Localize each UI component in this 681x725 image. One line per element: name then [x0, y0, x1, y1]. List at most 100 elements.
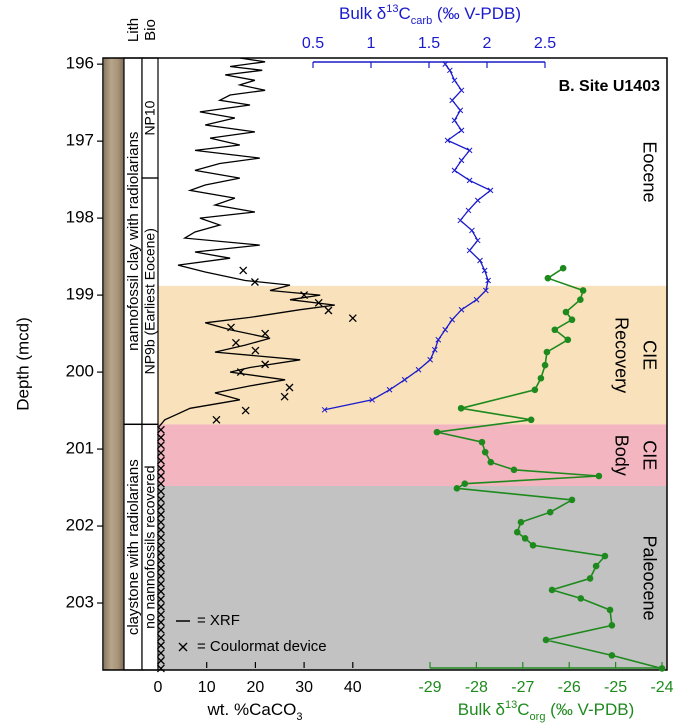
data-point	[466, 177, 473, 184]
x-tick-label: 30	[295, 679, 313, 696]
data-point	[261, 329, 270, 338]
data-point	[156, 556, 165, 565]
chart-title: B. Site U1403	[559, 78, 660, 95]
data-point	[369, 396, 376, 403]
data-point	[156, 472, 165, 480]
data-point	[156, 618, 165, 627]
data-point	[529, 541, 537, 549]
data-point	[562, 308, 570, 316]
data-point	[156, 602, 165, 611]
x-tick-label: 2	[483, 35, 492, 52]
data-point	[481, 448, 489, 456]
y-tick-label: 196	[66, 54, 94, 73]
x-tick-label: 40	[344, 679, 362, 696]
data-point	[457, 107, 464, 114]
data-point	[527, 416, 535, 424]
data-point	[473, 296, 480, 303]
data-point	[156, 502, 165, 511]
data-point	[156, 533, 165, 542]
data-point	[579, 287, 587, 294]
data-point	[568, 496, 576, 504]
biozones-label: NP9b (Earliest Eocene)	[142, 228, 158, 374]
data-point	[541, 361, 549, 369]
data-point	[601, 552, 609, 560]
data-point	[453, 485, 461, 492]
data-point	[469, 227, 475, 234]
data-point	[427, 356, 434, 363]
data-point	[156, 633, 165, 642]
x-axis-title: Bulk δ13Ccarb (‰ V-PDB)	[339, 3, 521, 27]
data-point	[156, 664, 165, 673]
x-axis-title-part: (‰ V-PDB)	[432, 4, 521, 23]
legend-symbol	[178, 642, 188, 652]
data-point	[442, 61, 449, 68]
data-point	[537, 374, 545, 382]
y-tick-label: 201	[66, 439, 94, 458]
x-tick-label: -26	[558, 679, 581, 696]
data-point	[606, 606, 614, 614]
data-point	[386, 386, 393, 393]
data-point	[548, 586, 556, 594]
data-point	[466, 247, 473, 254]
data-point	[481, 267, 488, 274]
x-tick-label: 20	[247, 679, 265, 696]
data-point	[156, 441, 165, 450]
data-point	[156, 495, 165, 504]
data-point	[458, 87, 465, 94]
data-point	[546, 508, 554, 516]
y-tick-label: 202	[66, 516, 94, 535]
data-point	[543, 348, 551, 356]
legend-label: = Coulormat device	[197, 638, 327, 655]
data-point	[465, 207, 472, 214]
data-point	[457, 404, 465, 412]
data-point	[458, 306, 465, 313]
interval-band	[158, 285, 667, 425]
data-point	[474, 197, 481, 204]
data-point	[447, 67, 453, 74]
y-tick-label: 199	[66, 285, 94, 304]
data-point	[449, 316, 456, 323]
data-point	[156, 626, 165, 634]
interval-label: Paleocene	[639, 535, 659, 620]
data-point	[236, 368, 245, 377]
data-point	[156, 510, 165, 519]
x-axis-title-part: Bulk δ	[339, 4, 386, 23]
data-point	[542, 636, 550, 644]
plot-frame	[102, 57, 668, 671]
data-point	[156, 649, 165, 658]
data-point	[156, 541, 165, 550]
data-point	[451, 117, 458, 124]
data-point	[586, 575, 594, 582]
data-point	[442, 326, 449, 333]
data-point	[466, 147, 473, 154]
data-point	[433, 428, 441, 436]
core-photo	[104, 58, 124, 670]
data-point	[212, 415, 221, 424]
x-tick-label: 2.5	[534, 35, 556, 52]
x-axis-title-part: (‰ V-PDB)	[545, 700, 634, 719]
data-point	[458, 127, 465, 134]
data-point	[348, 314, 357, 323]
x-axis-title-part: 13	[386, 3, 398, 15]
data-point	[595, 472, 603, 480]
data-point	[156, 525, 165, 534]
data-point	[156, 579, 165, 588]
data-point	[314, 298, 323, 307]
data-point	[461, 480, 469, 488]
data-point	[559, 264, 567, 272]
data-point	[156, 487, 165, 496]
data-point	[156, 656, 165, 665]
data-point	[156, 518, 165, 527]
data-point	[156, 641, 165, 650]
data-point	[401, 376, 408, 383]
data-point	[156, 456, 165, 465]
data-point	[451, 77, 458, 84]
x-tick-label: -27	[511, 679, 534, 696]
interval-label: Recovery	[611, 317, 631, 393]
data-point	[280, 392, 289, 401]
data-point	[156, 425, 165, 434]
data-point	[241, 406, 250, 415]
x-axis-title: wt. %CaCO3	[207, 700, 303, 722]
data-point	[487, 458, 495, 466]
data-point	[156, 595, 165, 604]
